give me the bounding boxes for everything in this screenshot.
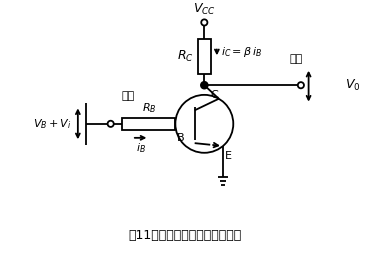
Text: 出力: 出力 [289,54,303,64]
Text: B: B [177,133,185,142]
Text: 第11図　エミッタ接地増幅回路: 第11図 エミッタ接地増幅回路 [128,229,242,242]
Text: $R_C$: $R_C$ [177,49,194,64]
Text: C: C [210,90,218,100]
Circle shape [201,82,208,89]
Text: $i_C = \beta \, i_B$: $i_C = \beta \, i_B$ [221,45,262,59]
Circle shape [108,121,114,127]
Bar [198,39,211,74]
Text: $V_B + V_i$: $V_B + V_i$ [33,117,72,131]
Text: E: E [225,151,232,161]
Circle shape [298,82,304,88]
Text: 入力: 入力 [121,91,135,101]
Bar [122,118,175,130]
Text: $i_B$: $i_B$ [136,141,145,155]
Text: $V_{CC}$: $V_{CC}$ [193,2,216,17]
Text: $R_B$: $R_B$ [141,101,156,115]
Text: $V_0$: $V_0$ [345,78,361,93]
Circle shape [201,19,207,26]
